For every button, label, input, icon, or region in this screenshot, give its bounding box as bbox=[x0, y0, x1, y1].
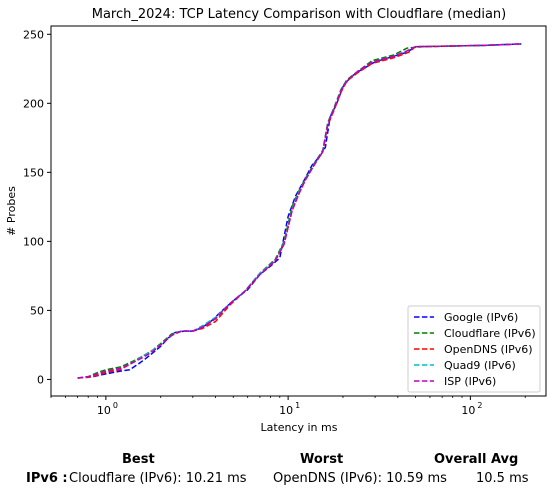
legend-label: Google (IPv6) bbox=[444, 311, 518, 324]
y-tick-label: 0 bbox=[37, 373, 44, 386]
y-tick-label: 250 bbox=[23, 28, 44, 41]
y-tick-label: 150 bbox=[23, 166, 44, 179]
x-tick-exponent: 1 bbox=[295, 401, 300, 410]
summary-header-overall-avg: Overall Avg bbox=[434, 452, 519, 467]
series-line-0 bbox=[77, 43, 522, 379]
chart-title: March_2024: TCP Latency Comparison with … bbox=[92, 7, 507, 22]
y-tick-label: 100 bbox=[23, 235, 44, 248]
plot-area bbox=[77, 43, 522, 379]
y-tick-label: 50 bbox=[30, 304, 44, 317]
x-tick-exponent: 2 bbox=[477, 401, 482, 410]
series-line-4 bbox=[77, 43, 522, 379]
legend-box bbox=[407, 305, 541, 393]
summary-row-label: IPv6 : bbox=[26, 471, 68, 486]
legend-label: Quad9 (IPv6) bbox=[444, 359, 516, 372]
x-tick-label: 10 bbox=[279, 404, 293, 417]
legend-label: ISP (IPv6) bbox=[444, 375, 496, 388]
summary-best-value: Cloudflare (IPv6): 10.21 ms bbox=[69, 471, 247, 486]
plot-frame bbox=[50, 25, 547, 397]
legend-label: OpenDNS (IPv6) bbox=[444, 343, 533, 356]
x-tick-exponent: 0 bbox=[113, 401, 118, 410]
latency-chart: March_2024: TCP Latency Comparison with … bbox=[5, 7, 547, 434]
x-tick-label: 10 bbox=[461, 404, 475, 417]
x-tick-label: 10 bbox=[97, 404, 111, 417]
y-axis-label: # Probes bbox=[5, 186, 18, 236]
summary-header-worst: Worst bbox=[300, 452, 344, 467]
summary-worst-value: OpenDNS (IPv6): 10.59 ms bbox=[273, 471, 447, 486]
y-tick-label: 200 bbox=[23, 97, 44, 110]
legend-label: Cloudflare (IPv6) bbox=[444, 327, 536, 340]
summary-overall-avg-value: 10.5 ms bbox=[476, 471, 529, 486]
legend: Google (IPv6) Cloudflare (IPv6) OpenDNS (I… bbox=[407, 305, 541, 393]
summary-header-best: Best bbox=[122, 452, 155, 467]
x-axis-label: Latency in ms bbox=[261, 421, 338, 434]
